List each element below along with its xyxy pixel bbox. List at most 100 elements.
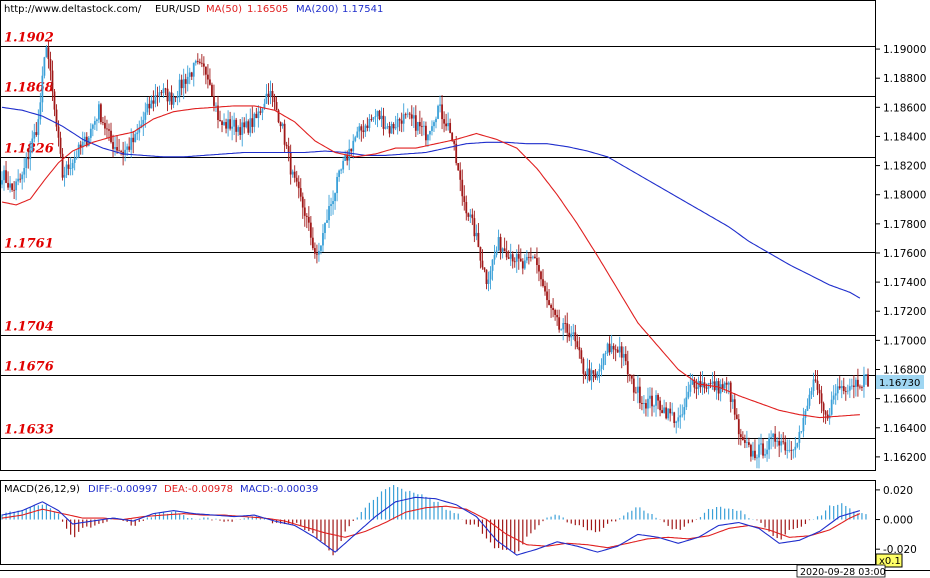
- candle-body: [328, 206, 330, 221]
- candle-body: [116, 147, 118, 151]
- candle-body: [467, 213, 470, 217]
- ma200-label: MA(200): [296, 4, 338, 15]
- candle-body: [776, 440, 779, 442]
- candle-body: [102, 122, 104, 123]
- candle-body: [140, 124, 143, 128]
- candle-body: [138, 127, 141, 133]
- candle-body: [21, 174, 24, 180]
- candle-body: [243, 122, 246, 128]
- candle-body: [265, 93, 268, 104]
- candle-body: [303, 207, 306, 216]
- candle-body: [152, 100, 155, 104]
- candle-body: [455, 143, 458, 164]
- candle-body: [865, 374, 867, 376]
- candle-body: [89, 128, 92, 138]
- candle-body: [739, 434, 742, 437]
- candle-body: [800, 431, 803, 432]
- macd-axis: 0.020 0.000 -0.020: [876, 485, 917, 556]
- candle-body: [37, 119, 40, 135]
- macd-axis-label: -0.020: [883, 544, 917, 556]
- candle-body: [35, 132, 38, 135]
- candle-body: [562, 323, 565, 330]
- candle-body: [449, 122, 452, 133]
- candle-body: [309, 222, 312, 238]
- candle-body: [330, 204, 332, 207]
- candle-body: [416, 121, 419, 131]
- candle-body: [352, 140, 355, 152]
- candle-body: [657, 395, 659, 401]
- candle-body: [378, 110, 381, 120]
- candle-body: [342, 160, 345, 170]
- candle-body: [358, 126, 361, 132]
- candle-body: [227, 119, 229, 129]
- candle-body: [27, 158, 30, 160]
- candle-body: [711, 381, 714, 384]
- candle-body: [390, 123, 393, 134]
- candle-body: [620, 346, 623, 358]
- candle-body: [136, 132, 139, 135]
- candle-body: [645, 403, 647, 409]
- candle-body: [641, 402, 643, 404]
- candle-body: [766, 449, 768, 455]
- candle-body: [287, 146, 290, 153]
- candle-body: [67, 164, 70, 169]
- candlesticks: [1, 40, 869, 469]
- price-axis-label: 1.17600: [883, 248, 926, 260]
- candle-body: [830, 399, 833, 415]
- candle-body: [437, 105, 439, 119]
- candle-body: [79, 144, 82, 148]
- ma50-line: [1, 105, 860, 419]
- candle-body: [172, 97, 175, 105]
- candle-body: [612, 345, 615, 350]
- candle-body: [517, 254, 520, 259]
- candle-body: [29, 149, 32, 160]
- candle-body: [75, 156, 78, 158]
- candle-body: [780, 441, 783, 446]
- candle-body: [604, 353, 607, 355]
- candle-body: [622, 353, 625, 358]
- candle-body: [485, 269, 488, 284]
- candle-body: [582, 359, 585, 374]
- candle-body: [519, 258, 522, 262]
- candle-body: [568, 332, 571, 338]
- candle-body: [61, 153, 64, 178]
- candle-body: [279, 122, 282, 127]
- candle-body: [857, 379, 859, 387]
- candle-body: [71, 162, 74, 169]
- candle-body: [733, 399, 736, 415]
- candle-body: [427, 134, 429, 141]
- candle-body: [93, 121, 96, 125]
- candle-body: [863, 374, 865, 387]
- candle-body: [697, 380, 700, 389]
- candle-body: [324, 222, 326, 234]
- candle-body: [313, 248, 316, 254]
- candle-body: [794, 446, 797, 450]
- candle-body: [45, 47, 48, 58]
- candle-body: [334, 193, 336, 202]
- candle-body: [204, 66, 207, 75]
- candle-body: [681, 414, 684, 416]
- candle-body: [523, 260, 526, 269]
- candle-body: [709, 383, 712, 385]
- candle-body: [422, 125, 425, 127]
- candle-body: [257, 111, 260, 119]
- candle-body: [31, 138, 34, 150]
- candle-body: [796, 442, 799, 447]
- candle-body: [814, 379, 817, 381]
- level-label-1.1868: 1.1868: [4, 81, 54, 96]
- candle-body: [554, 310, 557, 315]
- candle-body: [655, 395, 657, 406]
- level-label-1.1902: 1.1902: [4, 31, 54, 46]
- candle-body: [550, 304, 552, 308]
- candle-body: [727, 382, 730, 385]
- level-label-1.1704: 1.1704: [4, 320, 54, 335]
- candle-body: [634, 392, 637, 394]
- candle-body: [497, 237, 500, 251]
- candle-body: [281, 123, 284, 127]
- candle-body: [184, 79, 187, 84]
- candle-body: [408, 113, 411, 115]
- candle-body: [663, 407, 666, 413]
- price-axis-label: 1.18000: [883, 190, 926, 202]
